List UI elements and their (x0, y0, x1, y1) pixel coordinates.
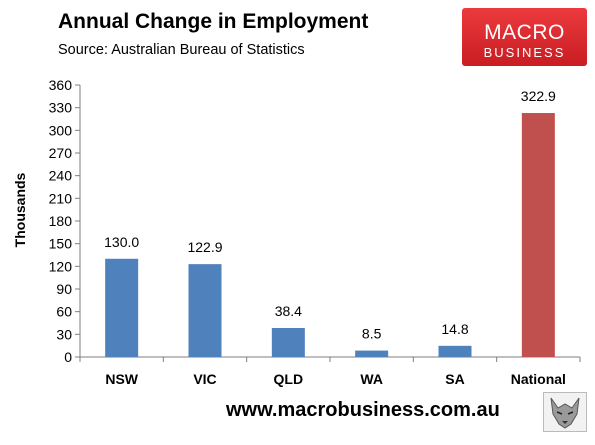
y-tick-label: 90 (56, 281, 72, 297)
x-tick-label: National (511, 371, 566, 387)
y-tick-label: 180 (49, 213, 73, 229)
data-label: 8.5 (362, 326, 382, 342)
data-label: 130.0 (104, 234, 139, 250)
logo-line1: MACRO (484, 21, 565, 44)
bar-vic (188, 264, 222, 357)
chart-title: Annual Change in Employment (58, 10, 369, 33)
y-tick-label: 270 (49, 145, 73, 161)
x-tick-label: NSW (105, 371, 138, 387)
y-tick-label: 120 (49, 258, 73, 274)
bar-nsw (105, 258, 139, 357)
footer-url: www.macrobusiness.com.au (226, 399, 500, 421)
y-tick-label: 60 (56, 304, 72, 320)
y-tick-label: 150 (49, 236, 73, 252)
y-tick-label: 30 (56, 326, 72, 342)
chart-subtitle: Source: Australian Bureau of Statistics (58, 42, 305, 58)
data-label: 322.9 (521, 88, 556, 104)
y-tick-label: 330 (49, 100, 73, 116)
macrobusiness-logo: MACRO BUSINESS (462, 8, 587, 66)
bar-qld (271, 327, 305, 357)
data-label: 38.4 (275, 303, 302, 319)
data-label: 14.8 (441, 321, 468, 337)
x-tick-label: WA (360, 371, 383, 387)
chart-axes: 0 30 60 90 120 150 180 210 240 270 300 330 360 (49, 77, 581, 365)
bar-national (521, 113, 555, 357)
logo-line2: BUSINESS (484, 45, 566, 60)
x-tick-label: QLD (274, 371, 304, 387)
data-label: 122.9 (187, 239, 222, 255)
y-tick-label: 0 (64, 349, 72, 365)
bars-group (105, 113, 555, 357)
x-tick-label: VIC (193, 371, 216, 387)
wolf-icon (543, 392, 587, 432)
y-tick-label: 300 (49, 122, 73, 138)
y-tick-label: 240 (49, 168, 73, 184)
x-tick-label: SA (445, 371, 464, 387)
labels-group: 130.0 NSW 122.9 VIC 38.4 QLD 8.5 WA 14.8 SA 322.9 N… (104, 88, 566, 387)
bar-sa (438, 345, 472, 357)
bar-wa (355, 350, 389, 357)
y-tick-label: 360 (49, 77, 73, 93)
y-tick-label: 210 (49, 190, 73, 206)
